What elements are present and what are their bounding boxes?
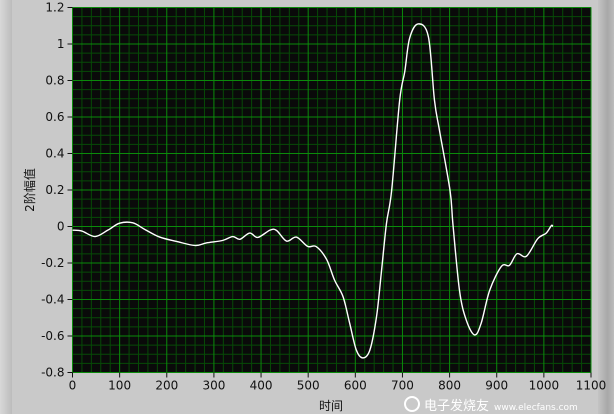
- y-tick-label: -0.4: [41, 293, 64, 307]
- x-tick-label: 200: [155, 379, 178, 393]
- x-tick-label: 100: [108, 379, 131, 393]
- window-left-edge: [0, 0, 12, 414]
- watermark-logo: 电子发烧友 www.elecfans.com: [404, 396, 578, 414]
- y-axis-label: 2阶幅值: [22, 168, 37, 212]
- x-tick-label: 500: [297, 379, 320, 393]
- x-tick-label: 800: [438, 379, 461, 393]
- y-tick-label: 0: [57, 220, 65, 234]
- x-axis-label: 时间: [319, 399, 343, 413]
- major-grid: [72, 7, 592, 373]
- x-tick-label: 400: [250, 379, 273, 393]
- series-line: [72, 23, 554, 359]
- x-tick-label: 600: [344, 379, 367, 393]
- y-tick-label: 1: [57, 37, 65, 51]
- y-tick-label: 0.2: [45, 183, 64, 197]
- x-tick-label: 1100: [576, 379, 607, 393]
- watermark-text: 电子发烧友: [424, 398, 489, 414]
- window-right-edge: [598, 0, 614, 414]
- watermark-url: www.elecfans.com: [494, 403, 578, 413]
- y-tick-label: -0.2: [41, 256, 64, 270]
- y-tick-label: 0.8: [45, 74, 64, 88]
- y-tick-label: -0.8: [41, 366, 64, 380]
- x-tick-label: 900: [485, 379, 508, 393]
- y-tick-label: 0.4: [45, 147, 64, 161]
- y-tick-label: 0.6: [45, 110, 64, 124]
- y-axis: -0.8 -0.6 -0.4 -0.2 0 0.2 0.4 0.6 0.8 1 1.2: [41, 1, 73, 380]
- x-tick-label: 700: [391, 379, 414, 393]
- x-tick-label: 300: [202, 379, 225, 393]
- x-tick-label: 1000: [529, 379, 560, 393]
- y-tick-label: 1.2: [45, 1, 64, 15]
- watermark-circle-icon: [404, 396, 420, 412]
- x-tick-label: 0: [69, 379, 77, 393]
- y-tick-label: -0.6: [41, 329, 64, 343]
- x-axis: 0 100 200 300 400 500 600 700 800 900 1000 1100: [69, 372, 607, 393]
